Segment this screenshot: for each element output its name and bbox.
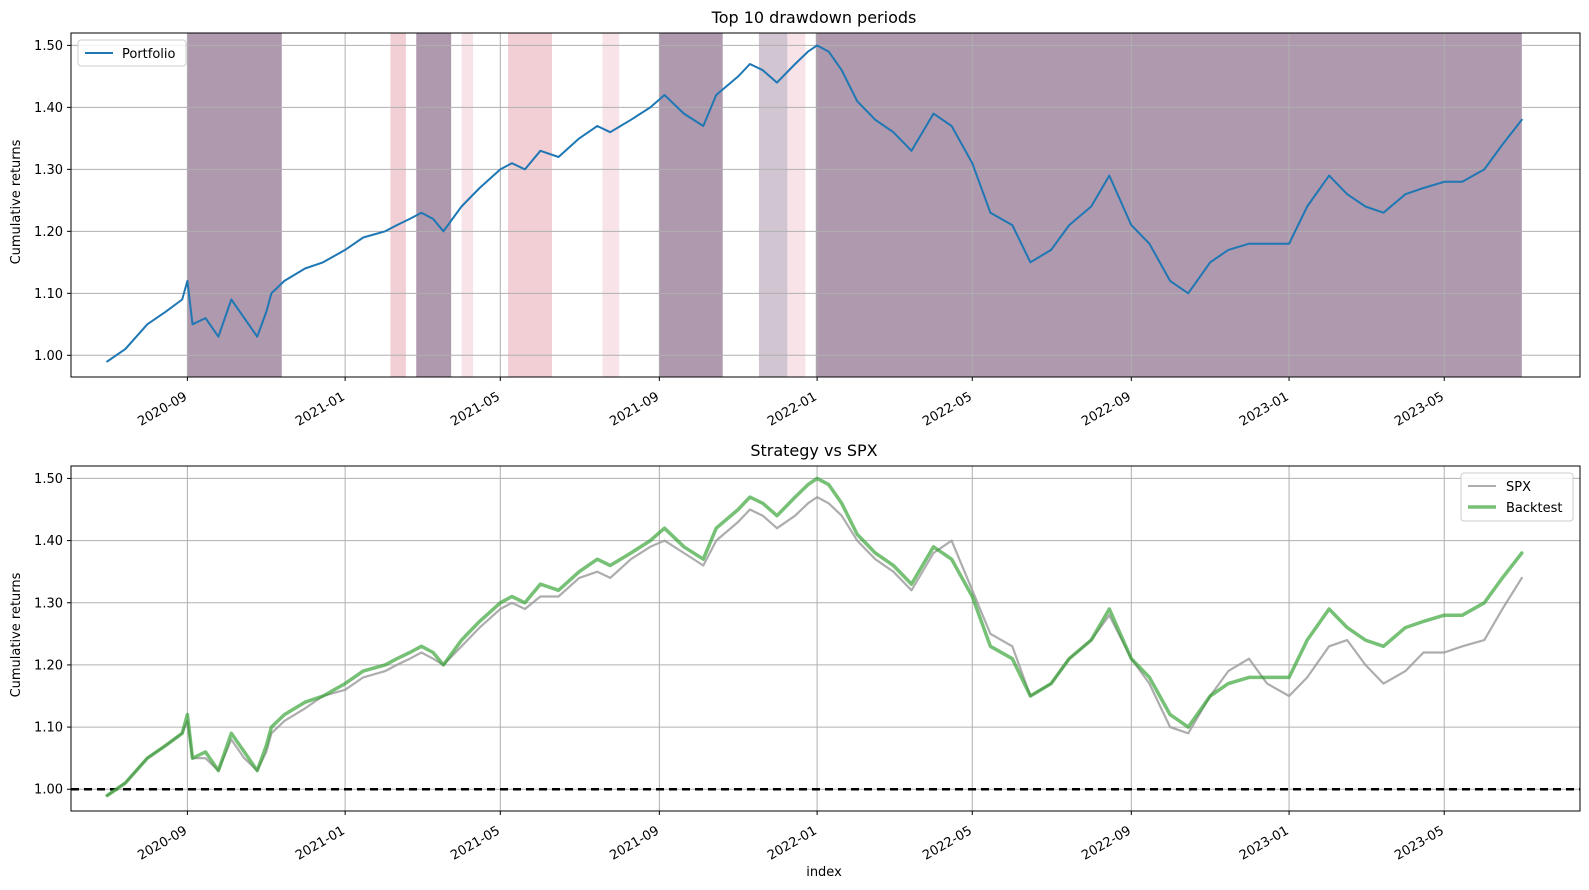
top-y-axis-label: Cumulative returns [9, 139, 24, 264]
top-series [106, 44, 1523, 363]
bottom-y-tick-label: 1.20 [34, 658, 63, 673]
top-legend: Portfolio [77, 39, 187, 67]
top-y-tick-label: 1.00 [34, 349, 63, 364]
portfolio-line [106, 44, 1523, 363]
drawdown-period-7 [659, 33, 723, 377]
bottom-grid [71, 466, 1580, 811]
bottom-y-tick-label: 1.30 [34, 596, 63, 611]
top-y-tick-label: 1.20 [34, 225, 63, 240]
top-legend-box [77, 39, 187, 67]
bottom-y-ticks: 1.00 1.10 1.20 1.30 1.40 1.50 [34, 472, 71, 798]
drawdown-panel: Top 10 drawdown periods Cumulative retur… [9, 8, 1581, 430]
bottom-y-axis-label: Cumulative returns [9, 572, 24, 697]
spx-line [106, 496, 1523, 797]
backtest-line [105, 476, 1524, 798]
top-y-tick-label: 1.50 [34, 39, 63, 54]
bottom-y-tick-label: 1.50 [34, 472, 63, 487]
drawdown-period-9 [787, 33, 806, 377]
spx-legend-label: SPX [1506, 480, 1531, 495]
portfolio-legend-label: Portfolio [122, 47, 176, 62]
bottom-series [105, 476, 1524, 798]
drawdown-shades [187, 33, 1522, 377]
drawdown-period-8 [758, 33, 788, 377]
top-axes-frame [70, 32, 1581, 378]
top-y-tick-label: 1.30 [34, 163, 63, 178]
bottom-legend: SPX Backtest [1460, 472, 1574, 522]
drawdown-period-1 [187, 33, 282, 377]
drawdown-period-5 [508, 33, 553, 377]
bottom-axes-frame [70, 465, 1581, 812]
drawdown-period-4 [461, 33, 474, 377]
backtest-legend-label: Backtest [1506, 501, 1563, 516]
drawdown-period-3 [416, 33, 452, 377]
bottom-y-tick-label: 1.40 [34, 534, 63, 549]
drawdown-period-10 [815, 33, 1522, 377]
top-grid [71, 33, 1580, 377]
top-chart-title: Top 10 drawdown periods [711, 8, 917, 27]
bottom-y-tick-label: 1.10 [34, 721, 63, 736]
drawdown-period-6 [602, 33, 620, 377]
bottom-y-tick-label: 1.00 [34, 783, 63, 798]
top-y-ticks: 1.00 1.10 1.20 1.30 1.40 1.50 [34, 39, 71, 364]
bottom-chart-title: Strategy vs SPX [750, 441, 877, 460]
bottom-x-axis-label: index [806, 865, 842, 880]
top-y-tick-label: 1.40 [34, 101, 63, 116]
drawdown-period-2 [390, 33, 406, 377]
top-y-tick-label: 1.10 [34, 287, 63, 302]
